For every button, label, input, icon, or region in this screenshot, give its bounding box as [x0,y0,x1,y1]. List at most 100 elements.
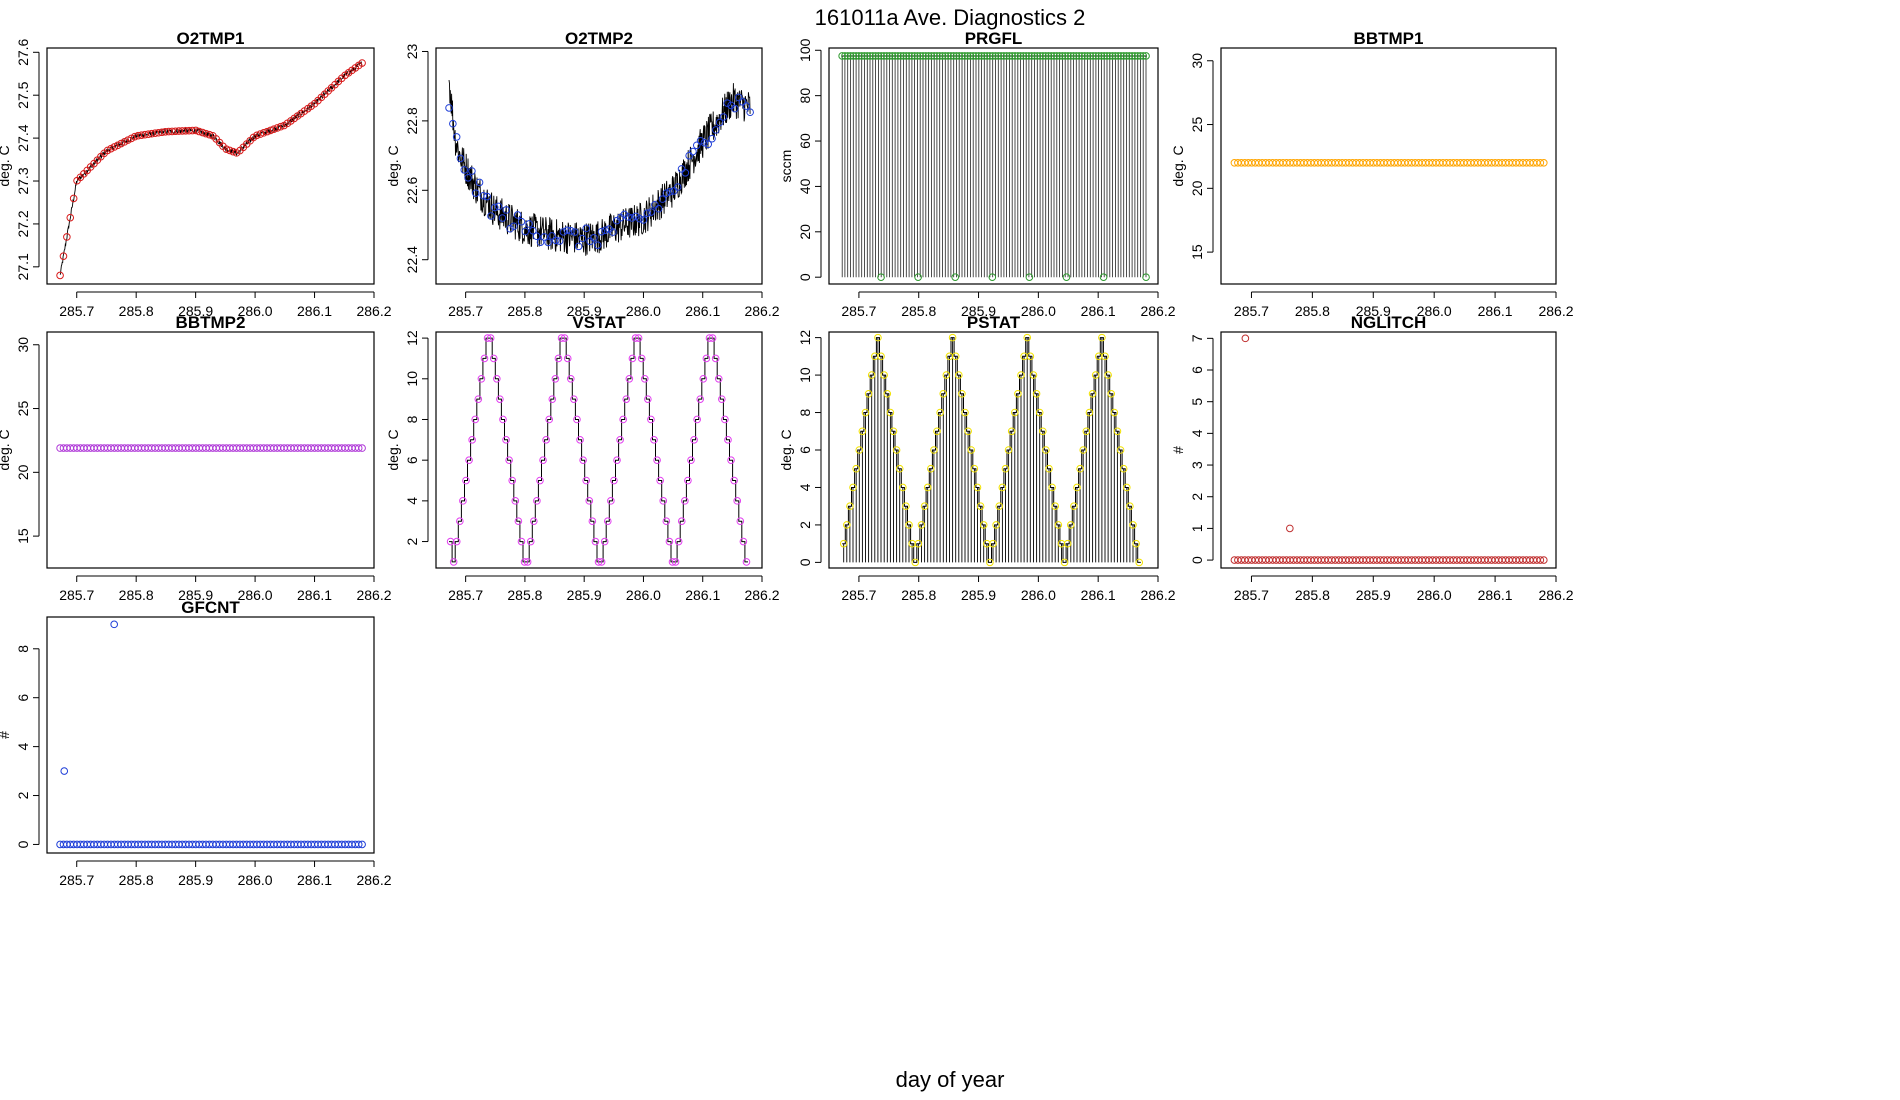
y-axis: 15 20 25 30 [1189,53,1214,260]
data-point [708,334,717,342]
data-point [514,517,523,526]
data-point [970,464,979,473]
data-point [690,436,698,444]
data-point [1113,427,1122,436]
data-point [700,138,709,147]
data-point [647,415,655,424]
data-point [1131,52,1139,60]
figure-title: 161011a Ave. Diagnostics 2 [815,5,1086,30]
data-point [658,195,667,203]
data-point [1129,521,1137,529]
data-point [517,537,526,546]
data-point [1036,52,1044,60]
panel-title: VSTAT [572,313,626,332]
data-point [902,52,911,60]
x-tick-label: 286.2 [1140,587,1175,603]
plot-frame [828,331,1159,569]
data-point [846,52,855,60]
data-point [715,118,724,127]
data-point [1105,52,1114,60]
y-tick-label: 20 [1189,180,1205,196]
data-point [899,483,907,492]
x-tick-label: 285.7 [1234,587,1269,603]
data-point [560,334,569,342]
y-tick-label: 20 [15,464,31,480]
x-tick-label: 285.9 [567,587,602,603]
panel-title: PSTAT [967,313,1021,332]
data-point [545,415,554,424]
data-point [517,217,526,226]
data-point [947,52,955,60]
data-point [986,558,994,567]
data-point [939,390,948,398]
panel-gfcnt: GFCNT 0 2 4 6 8 #285.7 285.8 285.9 286.0 286.1 286.… [0,598,392,888]
data-point [1111,52,1120,60]
data-point [590,234,598,242]
data-point [555,237,564,245]
x-tick-label: 285.9 [178,587,213,603]
data-point [681,497,689,505]
data-point [477,374,486,383]
data-point [588,517,597,526]
data-point [559,228,568,236]
y-tick-label: 10 [797,367,813,383]
x-tick-label: 286.1 [685,587,720,603]
data-point [1013,52,1022,60]
data-point [536,476,544,485]
data-point [640,374,649,383]
data-point [579,456,587,464]
data-point [1066,521,1075,529]
data-point [843,521,851,529]
y-axis: 0 2 4 6 8 [15,645,40,848]
data-point [1075,52,1083,60]
data-point [643,209,652,217]
x-tick-label: 285.8 [507,587,542,603]
data-point [1119,52,1128,60]
data-point [452,537,461,546]
data-point [1098,333,1106,342]
data-point [259,129,268,137]
panel-title: NGLITCH [1351,313,1427,332]
data-point [891,52,899,60]
y-tick-label: 27.2 [15,210,31,237]
y-axis-label: deg. C [0,145,12,186]
x-tick-label: 286.0 [238,872,273,888]
data-point [867,371,876,379]
plot-frame [46,331,375,569]
y-axis-label: deg. C [385,429,401,470]
data-point [905,52,913,60]
data-point [857,52,866,60]
data-point [195,127,204,136]
data-point [1117,52,1125,60]
data-point [1142,52,1150,60]
y-tick-label: 3 [1189,461,1205,469]
y-tick-label: 4 [797,483,813,491]
y-tick-label: 23 [404,43,420,59]
data-point-low [1099,273,1108,281]
data-point [684,476,692,485]
data-point [1055,52,1064,60]
data-point-low [914,273,922,281]
panel-title: GFCNT [181,598,240,617]
data-point [1041,52,1050,60]
plot-frame [435,47,763,285]
x-tick-label: 286.1 [297,587,332,603]
data-point [1016,52,1025,60]
panel-title: O2TMP1 [176,29,244,48]
panel-pstat: PSTAT 0 2 4 6 8 10 12 deg. C 285.7 285.8 285.9 286.0… [778,313,1176,603]
plot-frame [46,616,375,854]
data-point [927,52,936,60]
x-tick-label: 286.0 [1021,303,1056,319]
data-point [1017,371,1025,379]
y-tick-label: 12 [404,330,420,346]
data-point [499,415,507,424]
data-point [533,497,541,505]
data-point [973,483,982,492]
x-tick-label: 285.8 [901,303,936,319]
data-layer [839,333,1144,567]
data-point [1122,52,1131,60]
x-tick-label: 286.0 [1417,303,1452,319]
data-point [1107,390,1116,398]
data-point [464,173,472,182]
data-point [567,227,575,235]
